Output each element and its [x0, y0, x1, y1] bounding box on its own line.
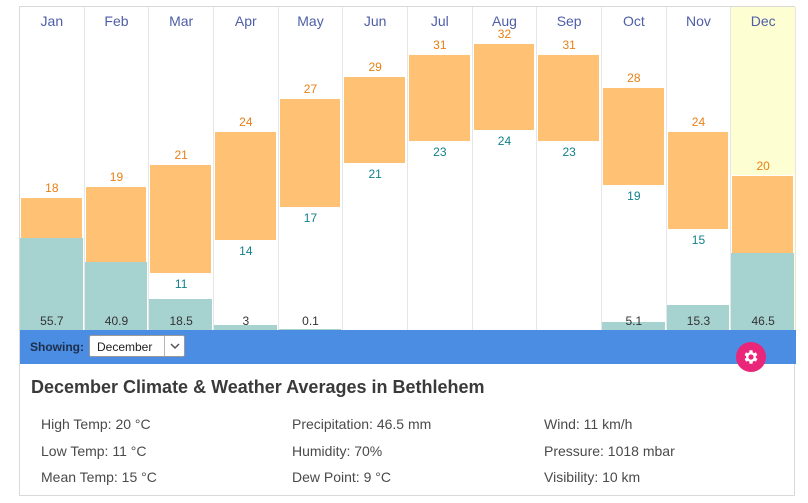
precipitation-bar	[602, 321, 665, 330]
low-temp-label: 17	[303, 211, 318, 225]
month-column-dec[interactable]: Dec201146.5	[731, 7, 796, 330]
settings-button[interactable]	[736, 342, 766, 372]
chevron-down-icon	[170, 343, 180, 350]
precipitation-bar	[278, 329, 342, 330]
precipitation-label: 55.7	[40, 314, 64, 328]
climate-chart: Jan18955.7Feb191040.9Mar211118.5Apr24143…	[20, 7, 796, 330]
high-temp-label: 31	[562, 38, 576, 52]
showing-label: Showing:	[30, 340, 84, 354]
temp-range-bar	[472, 43, 536, 131]
high-temp-label: 19	[109, 170, 124, 184]
temp-range-bar	[602, 87, 665, 186]
stat-mean-temp: Mean Temp: 15 °C	[41, 469, 157, 485]
gear-icon	[744, 350, 758, 364]
stat-dew-point: Dew Point: 9 °C	[292, 469, 391, 485]
temp-range-bar	[149, 164, 212, 274]
precipitation-label: 46.5	[751, 314, 775, 328]
month-column-oct[interactable]: Oct 28 19 5.1	[602, 7, 667, 330]
precipitation-label: 5.1	[625, 314, 643, 328]
month-toolbar: Showing: December	[20, 330, 796, 364]
month-select[interactable]: December	[89, 335, 185, 357]
temp-range-bar	[408, 54, 471, 142]
precipitation-bar	[731, 252, 794, 330]
temp-range-bar	[537, 54, 600, 142]
low-temp-label: 14	[239, 244, 253, 258]
low-temp-label: 21	[368, 167, 382, 181]
high-temp-label: 24	[239, 115, 253, 129]
high-temp-label: 27	[303, 82, 318, 96]
month-label: May	[297, 13, 324, 29]
high-temp-label: 24	[691, 115, 706, 129]
precipitation-bar	[84, 262, 148, 330]
month-column-sep[interactable]: Sep 31 23	[537, 7, 602, 330]
month-column-may[interactable]: May 27 17 0.1	[278, 7, 344, 330]
climate-widget: Jan18955.7Feb191040.9Mar211118.5Apr24143…	[19, 6, 796, 497]
month-label: Dec	[750, 13, 776, 29]
precipitation-label: 18.5	[169, 314, 193, 328]
high-temp-label: 18	[45, 181, 59, 195]
temp-range-bar	[278, 98, 342, 208]
select-divider	[164, 336, 165, 356]
low-temp-label: 19	[627, 189, 641, 203]
precipitation-bar	[214, 325, 277, 330]
high-temp-label: 31	[433, 38, 447, 52]
precipitation-bar	[666, 304, 730, 330]
precipitation-bar	[149, 299, 212, 330]
high-temp-label: 21	[174, 148, 188, 162]
high-temp-label: 29	[368, 60, 382, 74]
month-select-value: December	[97, 340, 153, 354]
month-label: Jan	[40, 13, 64, 29]
high-temp-label: 28	[627, 71, 641, 85]
stat-wind: Wind: 11 km/h	[544, 416, 633, 432]
high-temp-label: 32	[497, 27, 512, 41]
low-temp-label: 11	[174, 277, 188, 291]
month-label: Nov	[686, 13, 711, 29]
low-temp-label: 23	[433, 145, 447, 159]
stat-humidity: Humidity: 70%	[292, 443, 383, 459]
climate-details: December Climate & Weather Averages in B…	[20, 364, 796, 497]
precipitation-label: 3	[242, 314, 250, 328]
month-column-jan[interactable]: Jan18955.7	[20, 7, 85, 330]
temp-range-bar	[343, 76, 406, 164]
month-label: Feb	[104, 13, 129, 29]
stat-pressure: Pressure: 1018 mbar	[544, 443, 675, 459]
low-temp-label: 15	[691, 233, 706, 247]
stat-precipitation: Precipitation: 46.5 mm	[292, 416, 432, 432]
month-label: Aug	[492, 13, 517, 29]
precipitation-label: 15.3	[686, 314, 711, 328]
month-label: Oct	[622, 13, 645, 29]
stat-high-temp: High Temp: 20 °C	[41, 416, 151, 432]
month-label: Jul	[430, 13, 449, 29]
month-column-nov[interactable]: Nov 24 15 15.3	[666, 7, 732, 330]
month-column-jun[interactable]: Jun 29 21	[343, 7, 408, 330]
month-label: Apr	[234, 13, 257, 29]
month-column-aug[interactable]: Aug 32 24	[472, 7, 538, 330]
month-label: Sep	[556, 13, 582, 29]
details-title: December Climate & Weather Averages in B…	[31, 377, 485, 397]
temp-range-bar	[666, 131, 730, 230]
precipitation-bar	[20, 237, 83, 330]
low-temp-label: 23	[562, 145, 576, 159]
month-label: Jun	[363, 13, 387, 29]
month-column-feb[interactable]: Feb191040.9	[84, 7, 150, 330]
month-column-mar[interactable]: Mar 21 11 18.5	[149, 7, 214, 330]
stat-low-temp: Low Temp: 11 °C	[41, 443, 147, 459]
high-temp-label: 20	[756, 159, 770, 173]
low-temp-label: 24	[497, 134, 512, 148]
month-label: Mar	[169, 13, 194, 29]
month-column-apr[interactable]: Apr 24 14 3	[214, 7, 279, 330]
month-column-jul[interactable]: Jul 31 23	[408, 7, 473, 330]
temp-range-bar	[214, 131, 277, 241]
precipitation-label: 40.9	[104, 314, 129, 328]
precipitation-label: 0.1	[302, 314, 319, 328]
stat-visibility: Visibility: 10 km	[544, 469, 641, 485]
